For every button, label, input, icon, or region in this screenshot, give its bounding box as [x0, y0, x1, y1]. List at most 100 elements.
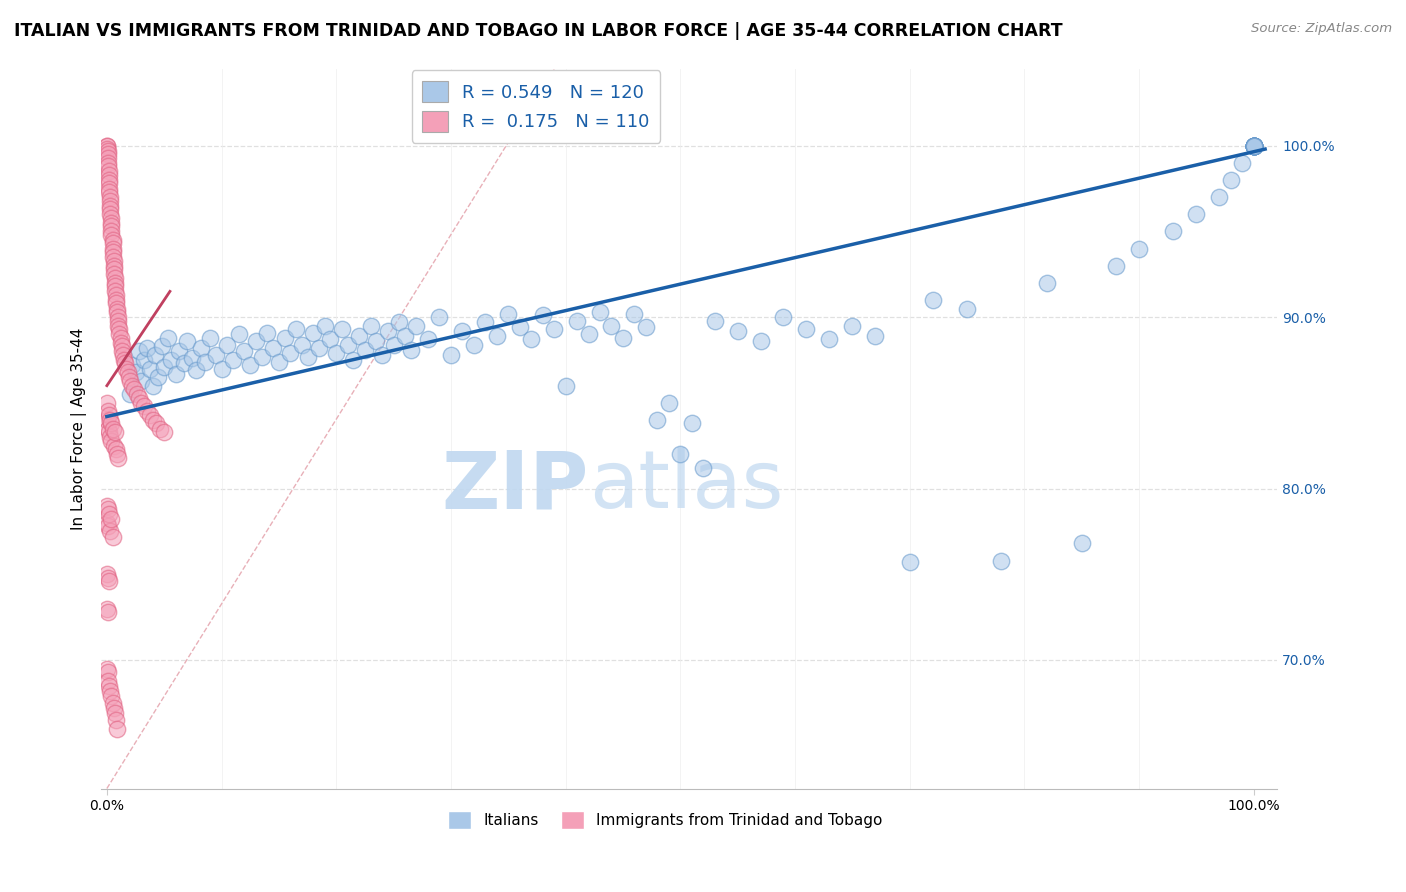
Point: [173, 356, 195, 370]
Point: [98, 202, 121, 216]
Point: [100, 227, 122, 242]
Point: [107, 313, 129, 327]
Point: [634, 320, 657, 334]
Point: [136, 404, 159, 418]
Point: [509, 320, 531, 334]
Point: [160, 353, 183, 368]
Point: [308, 341, 330, 355]
Point: [104, 285, 127, 299]
Point: [118, 370, 141, 384]
Point: [97, 147, 120, 161]
Point: [96, 413, 118, 427]
Point: [97, 673, 120, 688]
Legend: Italians, Immigrants from Trinidad and Tobago: Italians, Immigrants from Trinidad and T…: [441, 805, 889, 835]
Point: [114, 356, 136, 370]
Point: [103, 701, 125, 715]
Point: [98, 190, 121, 204]
Point: [101, 244, 124, 259]
Point: [104, 279, 127, 293]
Point: [107, 318, 129, 333]
Point: [228, 327, 250, 342]
Point: [658, 396, 681, 410]
Point: [1243, 138, 1265, 153]
Point: [176, 334, 198, 348]
Point: [111, 339, 134, 353]
Point: [262, 341, 284, 355]
Point: [1105, 259, 1128, 273]
Point: [190, 341, 212, 355]
Point: [589, 305, 612, 319]
Point: [142, 413, 165, 427]
Point: [681, 417, 703, 431]
Point: [554, 378, 576, 392]
Point: [194, 354, 217, 368]
Point: [165, 367, 187, 381]
Point: [105, 305, 128, 319]
Point: [347, 329, 370, 343]
Point: [204, 348, 226, 362]
Point: [103, 267, 125, 281]
Point: [98, 425, 121, 439]
Point: [111, 344, 134, 359]
Point: [273, 331, 295, 345]
Point: [105, 722, 128, 736]
Point: [98, 164, 121, 178]
Point: [101, 421, 124, 435]
Point: [520, 332, 543, 346]
Point: [291, 337, 314, 351]
Point: [148, 370, 170, 384]
Point: [302, 326, 325, 340]
Point: [105, 288, 128, 302]
Point: [1185, 207, 1208, 221]
Point: [1128, 242, 1150, 256]
Point: [485, 329, 508, 343]
Point: [239, 358, 262, 372]
Point: [1219, 173, 1241, 187]
Point: [256, 326, 278, 340]
Point: [139, 408, 162, 422]
Point: [440, 348, 463, 362]
Point: [250, 350, 273, 364]
Point: [98, 679, 121, 693]
Point: [394, 329, 416, 343]
Point: [727, 324, 749, 338]
Point: [1243, 138, 1265, 153]
Point: [97, 404, 120, 418]
Point: [101, 242, 124, 256]
Point: [153, 425, 176, 439]
Point: [118, 387, 141, 401]
Point: [97, 421, 120, 435]
Point: [1243, 138, 1265, 153]
Point: [429, 310, 451, 324]
Point: [1070, 536, 1092, 550]
Point: [105, 296, 128, 310]
Point: [496, 307, 519, 321]
Point: [97, 502, 120, 516]
Point: [330, 322, 353, 336]
Point: [101, 529, 124, 543]
Point: [100, 512, 122, 526]
Point: [103, 253, 125, 268]
Point: [97, 605, 120, 619]
Point: [1243, 138, 1265, 153]
Point: [121, 358, 143, 372]
Point: [97, 519, 120, 533]
Point: [772, 310, 794, 324]
Text: Source: ZipAtlas.com: Source: ZipAtlas.com: [1251, 22, 1392, 36]
Point: [217, 337, 239, 351]
Point: [115, 361, 138, 376]
Point: [103, 259, 125, 273]
Point: [98, 524, 121, 539]
Point: [98, 430, 121, 444]
Point: [96, 499, 118, 513]
Point: [100, 434, 122, 448]
Point: [222, 353, 245, 368]
Point: [796, 322, 818, 336]
Point: [342, 353, 364, 368]
Point: [98, 185, 121, 199]
Point: [578, 327, 600, 342]
Point: [1243, 138, 1265, 153]
Point: [1243, 138, 1265, 153]
Point: [647, 413, 669, 427]
Point: [285, 322, 308, 336]
